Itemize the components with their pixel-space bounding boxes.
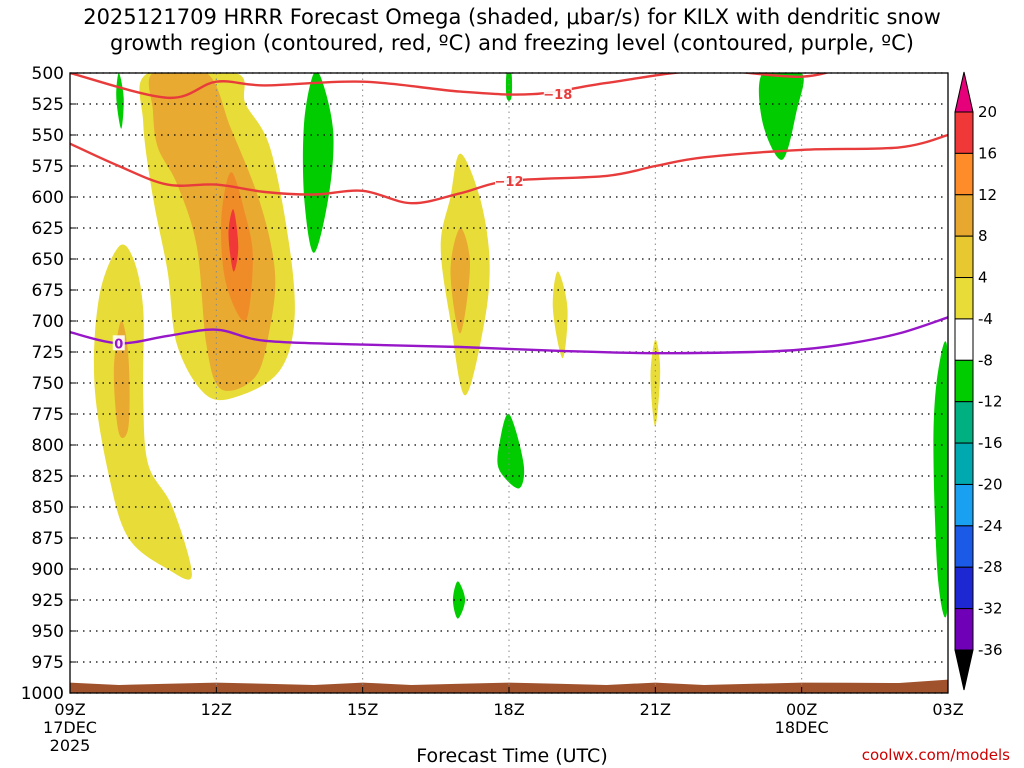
colorbar-label--32: -32 [978,600,1003,618]
omega-region-neg8-6 [302,73,334,253]
y-tick-label-750: 750 [32,374,64,394]
y-tick-label-700: 700 [32,312,64,332]
y-tick-label-900: 900 [32,560,64,580]
omega-region-neg8-7 [116,73,124,129]
terrain-surface [70,679,948,693]
x-tick-label-18Z: 18Z [493,700,524,719]
y-tick-label-1000: 1000 [21,684,64,704]
contour-snow-growth-minus18 [70,73,830,100]
y-tick-label-825: 825 [32,467,64,487]
colorbar-segment-3 [954,235,974,279]
omega-region-neg8-11 [497,413,525,489]
chart-title-line1: 2025121709 HRRR Forecast Omega (shaded, … [83,5,941,29]
y-tick-label-675: 675 [32,281,64,301]
colorbar: 20 16 12 8 4 -4 -8 -12 -16 -20 -24 -28 -32 -36 [954,71,1003,691]
contour-layer: −18 −12 0 [70,73,948,355]
colorbar-label--20: -20 [978,475,1003,493]
omega-region-4-0 [93,244,192,580]
y-tick-label-725: 725 [32,343,64,363]
y-tick-label-875: 875 [32,529,64,549]
credit-link[interactable]: coolwx.com/models [861,746,1010,764]
contour-label-freezing-level-0: 0 [114,337,123,352]
colorbar-segment-7 [954,401,974,444]
contour-label-snow-growth-minus12: −12 [495,175,524,190]
x-tick-sublabel-18DEC: 18DEC [775,718,829,737]
chart-title: 2025121709 HRRR Forecast Omega (shaded, … [0,4,1024,56]
chart-title-line2: growth region (contoured, red, ºC) and f… [110,31,914,55]
colorbar-label-20: 20 [978,103,997,121]
colorbar-segment-9 [954,483,974,527]
colorbar-label-12: 12 [978,186,997,204]
omega-region-16-5 [228,209,239,272]
x-tick-label-21Z: 21Z [640,700,671,719]
y-axis: 500 525 550 575 600 625 650 675 700 725 750 775 800 8… [21,64,76,704]
colorbar-label--8: -8 [978,351,993,369]
x-tick-sublabel-2025: 2025 [50,736,91,755]
colorbar-label--24: -24 [978,517,1003,535]
x-tick-label-00Z: 00Z [786,700,817,719]
omega-region-neg8-16 [933,341,948,618]
colorbar-segment-1 [954,152,974,196]
colorbar-label--4: -4 [978,310,993,328]
colorbar-top-arrow [954,71,974,113]
colorbar-segment-11 [954,566,974,610]
y-tick-label-950: 950 [32,622,64,642]
x-tick-label-15Z: 15Z [347,700,378,719]
colorbar-label-4: 4 [978,269,988,287]
contour-label-snow-growth-minus18: −18 [543,88,572,103]
colorbar-segment-8 [954,442,974,485]
y-tick-label-650: 650 [32,250,64,270]
colorbar-segment-0 [954,111,974,154]
colorbar-label--36: -36 [978,641,1003,659]
omega-region-neg8-15 [758,73,804,160]
colorbar-segment-4 [954,277,974,320]
x-tick-label-12Z: 12Z [201,700,232,719]
y-tick-label-550: 550 [32,126,64,146]
omega-region-8-9 [450,227,470,334]
terrain-layer [70,679,948,693]
contour-label-bg-freezing-level-0 [112,335,125,351]
colorbar-segment-12 [954,608,974,651]
omega-shading-layer [93,73,948,619]
colorbar-segment-5 [954,318,974,361]
y-tick-label-600: 600 [32,188,64,208]
x-axis-title: Forecast Time (UTC) [416,745,608,767]
omega-region-4-12 [552,271,568,359]
y-tick-label-800: 800 [32,436,64,456]
y-tick-label-975: 975 [32,653,64,673]
colorbar-bottom-arrow [954,649,974,691]
colorbar-label-8: 8 [978,227,988,245]
x-tick-label-09Z: 09Z [54,700,85,719]
y-tick-label-625: 625 [32,219,64,239]
y-tick-label-500: 500 [32,64,64,84]
colorbar-segment-10 [954,525,974,568]
colorbar-label-16: 16 [978,144,997,162]
x-tick-sublabel-17DEC: 17DEC [43,718,97,737]
y-tick-label-525: 525 [32,95,64,115]
colorbar-label--16: -16 [978,434,1003,452]
y-tick-label-850: 850 [32,498,64,518]
colorbar-segment-2 [954,194,974,237]
omega-region-neg8-14 [452,581,466,619]
y-tick-label-925: 925 [32,591,64,611]
colorbar-label--28: -28 [978,558,1003,576]
contour-label-bg-snow-growth-minus12 [495,172,523,188]
contour-snow-growth-minus12 [70,133,948,205]
contour-freezing-level-0 [70,316,948,355]
y-tick-label-575: 575 [32,157,64,177]
contour-label-bg-snow-growth-minus18 [543,86,572,102]
colorbar-segment-6 [954,359,974,403]
x-tick-label-03Z: 03Z [932,700,963,719]
y-tick-label-775: 775 [32,405,64,425]
colorbar-label--12: -12 [978,393,1003,411]
